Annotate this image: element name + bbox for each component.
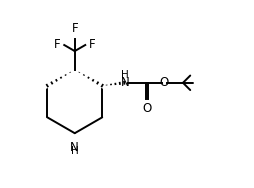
Text: O: O bbox=[160, 76, 169, 89]
Text: O: O bbox=[142, 102, 151, 115]
Text: H: H bbox=[71, 146, 79, 156]
Text: N: N bbox=[70, 141, 79, 154]
Text: N: N bbox=[121, 76, 130, 89]
Text: F: F bbox=[89, 38, 96, 51]
Text: F: F bbox=[54, 38, 60, 51]
Text: H: H bbox=[121, 70, 129, 80]
Text: F: F bbox=[71, 22, 78, 35]
